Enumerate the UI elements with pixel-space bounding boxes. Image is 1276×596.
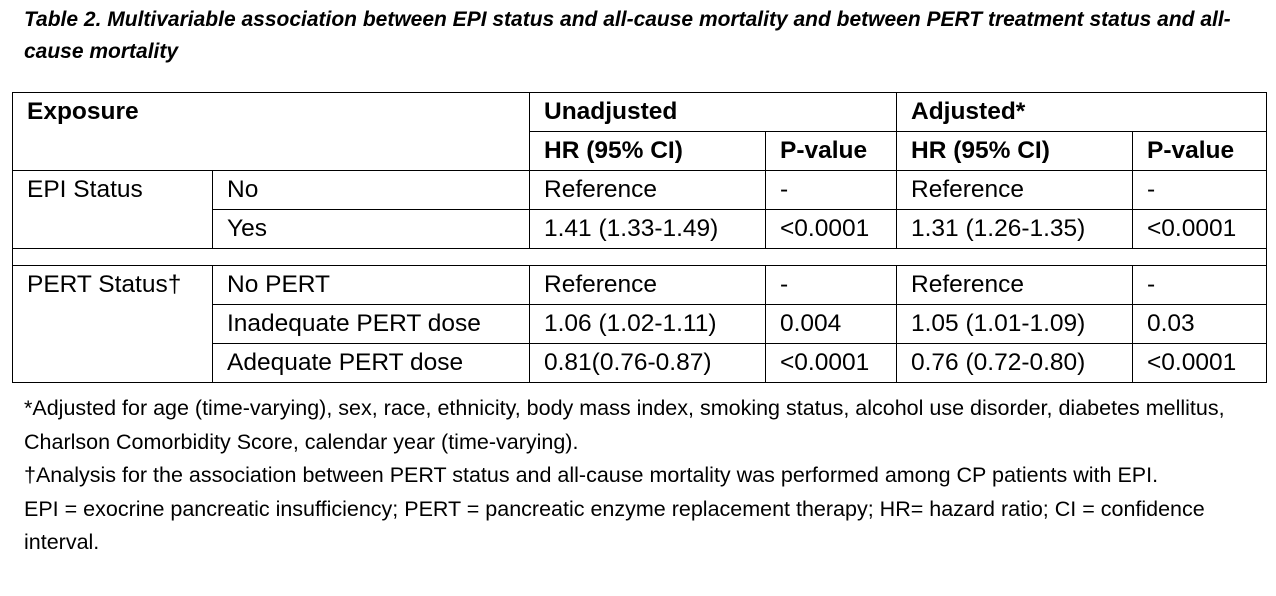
adjusted-hr-cell: 1.31 (1.26-1.35) [896, 209, 1133, 249]
footnote-abbreviations: EPI = exocrine pancreatic insufficiency;… [24, 496, 1205, 555]
adjusted-pvalue-cell: - [1132, 265, 1267, 305]
table-row: EPI Status No Reference - Reference - [12, 170, 1267, 249]
row-level: No PERT [212, 265, 530, 305]
unadjusted-pvalue-cell: - [765, 170, 897, 210]
header-unadjusted-hr: HR (95% CI) [529, 131, 766, 171]
table-caption: Table 2. Multivariable association betwe… [24, 8, 1231, 63]
row-level: No [212, 170, 530, 210]
spacer-cell [12, 248, 1267, 266]
spacer-row [12, 248, 1267, 266]
header-adjusted-pvalue: P-value [1132, 131, 1267, 171]
table-row: Inadequate PERT dose 1.06 (1.02-1.11) 0.… [13, 304, 1267, 344]
unadjusted-pvalue-cell: - [765, 265, 897, 305]
header-adjusted-hr: HR (95% CI) [896, 131, 1133, 171]
adjusted-pvalue-cell: 0.03 [1132, 304, 1267, 344]
row-level: Adequate PERT dose [212, 343, 530, 383]
footnote-pert-analysis: †Analysis for the association between PE… [24, 463, 1159, 487]
table-row: Yes 1.41 (1.33-1.49) <0.0001 1.31 (1.26-… [13, 209, 1267, 249]
adjusted-pvalue-cell: - [1132, 170, 1267, 210]
footnotes: *Adjusted for age (time-varying), sex, r… [24, 392, 1264, 560]
header-unadjusted-pvalue: P-value [765, 131, 897, 171]
adjusted-pvalue-cell: <0.0001 [1132, 343, 1267, 383]
table-row: Adequate PERT dose 0.81(0.76-0.87) <0.00… [13, 343, 1267, 383]
epi-status-label: EPI Status [12, 170, 213, 249]
unadjusted-pvalue-cell: <0.0001 [765, 343, 897, 383]
row-level: Yes [212, 209, 530, 249]
adjusted-hr-cell: 0.76 (0.72-0.80) [896, 343, 1133, 383]
adjusted-hr-cell: 1.05 (1.01-1.09) [896, 304, 1133, 344]
unadjusted-hr-cell: 1.06 (1.02-1.11) [529, 304, 766, 344]
footnote-adjusted: *Adjusted for age (time-varying), sex, r… [24, 396, 1225, 454]
results-table: Exposure Unadjusted Adjusted* HR (95% CI… [12, 92, 1267, 383]
unadjusted-hr-cell: 0.81(0.76-0.87) [529, 343, 766, 383]
header-unadjusted: Unadjusted [529, 92, 897, 132]
adjusted-hr-cell: Reference [896, 170, 1133, 210]
unadjusted-pvalue-cell: <0.0001 [765, 209, 897, 249]
unadjusted-pvalue-cell: 0.004 [765, 304, 897, 344]
unadjusted-hr-cell: Reference [529, 265, 766, 305]
header-row-1: Exposure Unadjusted Adjusted* [12, 92, 1267, 171]
header-adjusted: Adjusted* [896, 92, 1267, 132]
header-exposure: Exposure [12, 92, 530, 171]
adjusted-hr-cell: Reference [896, 265, 1133, 305]
pert-status-label: PERT Status† [12, 265, 213, 383]
row-level: Inadequate PERT dose [212, 304, 530, 344]
table-row: PERT Status† No PERT Reference - Referen… [12, 265, 1267, 383]
adjusted-pvalue-cell: <0.0001 [1132, 209, 1267, 249]
unadjusted-hr-cell: Reference [529, 170, 766, 210]
unadjusted-hr-cell: 1.41 (1.33-1.49) [529, 209, 766, 249]
